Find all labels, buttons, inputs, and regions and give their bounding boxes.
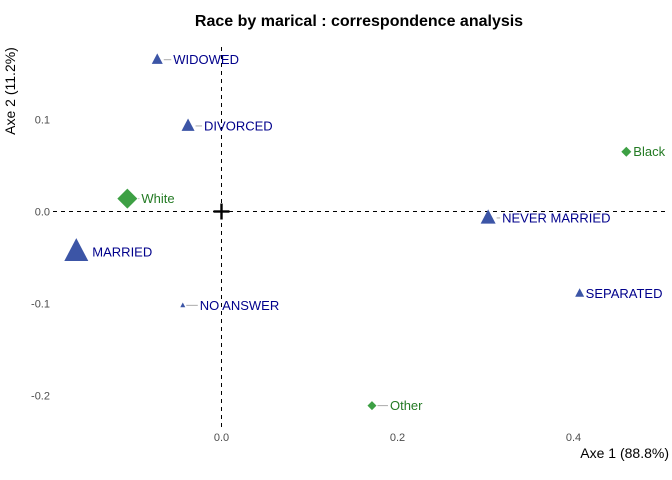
triangle-marker-married bbox=[64, 238, 89, 261]
diamond-marker-white bbox=[117, 188, 138, 209]
point-label: NO ANSWER bbox=[200, 298, 279, 313]
point-label: DIVORCED bbox=[204, 118, 273, 133]
triangle-marker-divorced bbox=[181, 118, 195, 131]
x-tick-label: 0.4 bbox=[566, 432, 581, 444]
triangle-marker-no-answer bbox=[180, 302, 186, 308]
point-label: Other bbox=[390, 398, 423, 413]
y-tick-label: 0.1 bbox=[35, 115, 50, 127]
point-label: SEPARATED bbox=[586, 286, 663, 301]
triangle-marker-separated bbox=[575, 288, 585, 297]
chart-title: Race by marical : correspondence analysi… bbox=[194, 13, 524, 30]
diamond-marker-black bbox=[621, 146, 632, 157]
point-label: WIDOWED bbox=[173, 52, 239, 67]
y-tick-label: -0.1 bbox=[31, 299, 50, 311]
triangle-marker-never-married bbox=[480, 209, 496, 224]
point-label: Black bbox=[633, 144, 665, 159]
x-tick-label: 0.2 bbox=[390, 432, 405, 444]
point-label: White bbox=[141, 191, 174, 206]
x-axis-title: Axe 1 (88.8%) bbox=[580, 445, 669, 461]
y-tick-label: -0.2 bbox=[31, 391, 50, 403]
diamond-marker-other bbox=[367, 401, 377, 411]
point-label: MARRIED bbox=[92, 244, 152, 259]
y-tick-label: 0.0 bbox=[35, 207, 50, 219]
x-tick-label: 0.0 bbox=[214, 432, 229, 444]
point-label: NEVER MARRIED bbox=[502, 210, 610, 225]
triangle-marker-widowed bbox=[151, 53, 163, 64]
